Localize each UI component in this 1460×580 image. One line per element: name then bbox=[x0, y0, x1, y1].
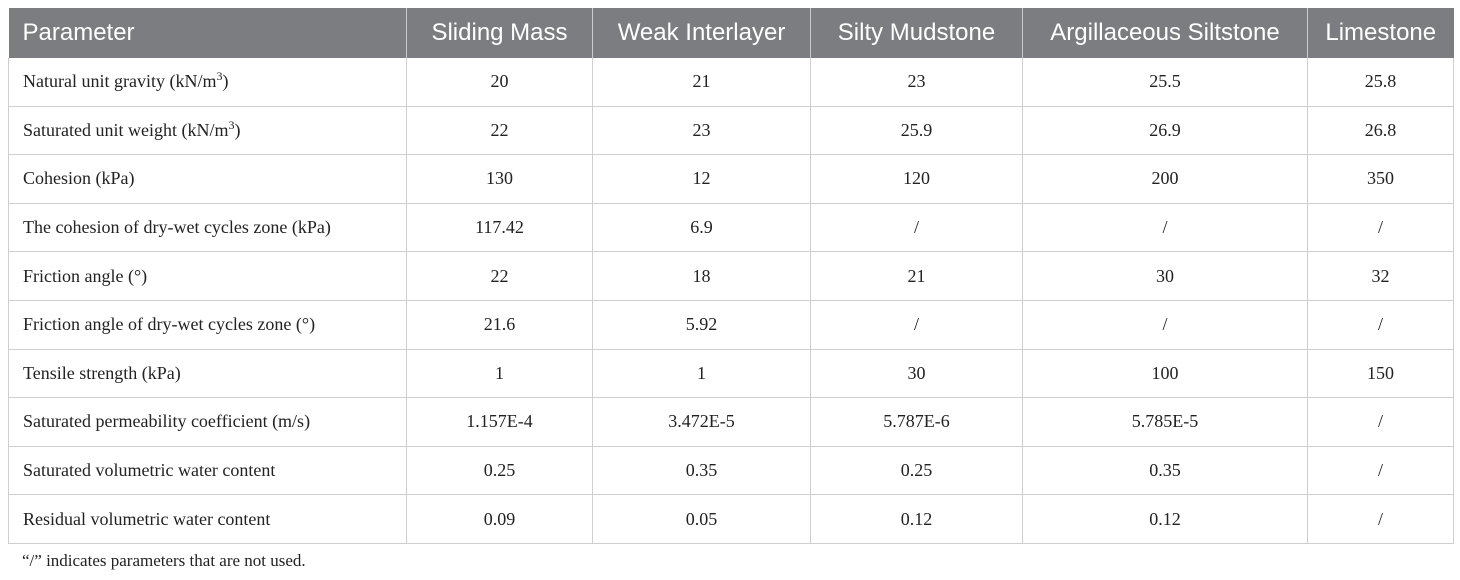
row-label-text: Tensile strength (kPa) bbox=[23, 362, 181, 383]
table-cell: 150 bbox=[1307, 349, 1454, 399]
table-row: Saturated permeability coefficient (m/s)… bbox=[8, 397, 1454, 447]
table-row: Saturated volumetric water content 0.25 0.… bbox=[8, 446, 1454, 496]
table-cell: / bbox=[1307, 494, 1454, 544]
table-cell: 6.9 bbox=[592, 203, 811, 253]
table-cell: 21.6 bbox=[406, 300, 593, 350]
table-footnote: “/” indicates parameters that are not us… bbox=[22, 551, 306, 570]
table-cell: 22 bbox=[406, 251, 593, 301]
row-label: Saturated permeability coefficient (m/s) bbox=[8, 397, 407, 447]
row-label-text: Saturated unit weight (kN/m bbox=[23, 119, 229, 140]
table-row: The cohesion of dry-wet cycles zone (kPa… bbox=[8, 203, 1454, 253]
table-cell: 0.12 bbox=[1022, 494, 1308, 544]
row-label: Saturated volumetric water content bbox=[8, 446, 407, 496]
table-cell: 5.92 bbox=[592, 300, 811, 350]
header-weak-interlayer: Weak Interlayer bbox=[592, 8, 811, 58]
table-cell: 25.5 bbox=[1022, 58, 1308, 107]
table-cell: 350 bbox=[1307, 154, 1454, 204]
row-label-text: Saturated permeability coefficient (m/s) bbox=[23, 411, 311, 432]
table-row: Residual volumetric water content 0.09 0.0… bbox=[8, 494, 1454, 544]
table-cell: 5.785E-5 bbox=[1022, 397, 1308, 447]
table-row: Friction angle (°) 22 18 21 30 32 bbox=[8, 251, 1454, 301]
table-row: Tensile strength (kPa) 1 1 30 100 150 bbox=[8, 349, 1454, 399]
table-cell: 5.787E-6 bbox=[810, 397, 1023, 447]
table-cell: 21 bbox=[592, 58, 811, 107]
table-cell: 30 bbox=[810, 349, 1023, 399]
table-cell: / bbox=[1022, 300, 1308, 350]
row-label-text: Residual volumetric water content bbox=[23, 508, 271, 529]
table-cell: 3.472E-5 bbox=[592, 397, 811, 447]
table-cell: 1 bbox=[406, 349, 593, 399]
header-silty-mudstone: Silty Mudstone bbox=[810, 8, 1023, 58]
row-label: Friction angle of dry-wet cycles zone (°… bbox=[8, 300, 407, 350]
header-row: Parameter Sliding Mass Weak Interlayer S… bbox=[8, 8, 1454, 58]
row-label-text: Cohesion (kPa) bbox=[23, 168, 135, 189]
table-cell: / bbox=[1307, 203, 1454, 253]
table-cell: 26.9 bbox=[1022, 106, 1308, 156]
table-cell: 23 bbox=[592, 106, 811, 156]
table-row: Saturated unit weight (kN/m3) 22 23 25.9 26.… bbox=[8, 106, 1454, 156]
row-label: Friction angle (°) bbox=[8, 251, 407, 301]
header-sliding-mass: Sliding Mass bbox=[406, 8, 593, 58]
table-cell: 20 bbox=[406, 58, 593, 107]
table-row: Natural unit gravity (kN/m3) 20 21 23 25.5 25… bbox=[8, 58, 1454, 107]
row-label-superscript: 3 bbox=[228, 117, 235, 132]
row-label: The cohesion of dry-wet cycles zone (kPa… bbox=[8, 203, 407, 253]
table-cell: 12 bbox=[592, 154, 811, 204]
parameter-table-container: Parameter Sliding Mass Weak Interlayer S… bbox=[8, 8, 1454, 544]
row-label-text: Natural unit gravity (kN/m bbox=[23, 71, 217, 92]
table-cell: 32 bbox=[1307, 251, 1454, 301]
header-argillaceous-siltstone: Argillaceous Siltstone bbox=[1022, 8, 1308, 58]
table-cell: / bbox=[1307, 300, 1454, 350]
row-label: Saturated unit weight (kN/m3) bbox=[8, 106, 407, 156]
header-limestone: Limestone bbox=[1307, 8, 1454, 58]
row-label-text: Friction angle of dry-wet cycles zone (°… bbox=[23, 314, 316, 335]
table-cell: 100 bbox=[1022, 349, 1308, 399]
row-label-text: Friction angle (°) bbox=[23, 265, 148, 286]
row-label-suffix: ) bbox=[222, 71, 229, 92]
table-cell: 0.05 bbox=[592, 494, 811, 544]
table-row: Friction angle of dry-wet cycles zone (°… bbox=[8, 300, 1454, 350]
row-label: Cohesion (kPa) bbox=[8, 154, 407, 204]
table-row: Cohesion (kPa) 130 12 120 200 350 bbox=[8, 154, 1454, 204]
table-cell: 1.157E-4 bbox=[406, 397, 593, 447]
table-cell: 200 bbox=[1022, 154, 1308, 204]
table-cell: 22 bbox=[406, 106, 593, 156]
table-cell: 25.8 bbox=[1307, 58, 1454, 107]
table-cell: / bbox=[1022, 203, 1308, 253]
table-body: Natural unit gravity (kN/m3) 20 21 23 25.5 25… bbox=[8, 58, 1454, 544]
table-cell: 117.42 bbox=[406, 203, 593, 253]
table-cell: / bbox=[1307, 446, 1454, 496]
row-label-text: Saturated volumetric water content bbox=[23, 460, 276, 481]
table-cell: 0.25 bbox=[406, 446, 593, 496]
table-cell: / bbox=[1307, 397, 1454, 447]
table-cell: / bbox=[810, 300, 1023, 350]
table-cell: 0.09 bbox=[406, 494, 593, 544]
header-parameter: Parameter bbox=[8, 8, 407, 58]
table-cell: / bbox=[810, 203, 1023, 253]
table-cell: 130 bbox=[406, 154, 593, 204]
table-cell: 30 bbox=[1022, 251, 1308, 301]
table-cell: 0.35 bbox=[1022, 446, 1308, 496]
table-cell: 120 bbox=[810, 154, 1023, 204]
row-label-text: The cohesion of dry-wet cycles zone (kPa… bbox=[23, 217, 331, 238]
row-label: Tensile strength (kPa) bbox=[8, 349, 407, 399]
table-cell: 25.9 bbox=[810, 106, 1023, 156]
table-cell: 26.8 bbox=[1307, 106, 1454, 156]
parameter-table: Parameter Sliding Mass Weak Interlayer S… bbox=[8, 8, 1454, 544]
table-cell: 0.35 bbox=[592, 446, 811, 496]
table-cell: 21 bbox=[810, 251, 1023, 301]
table-cell: 23 bbox=[810, 58, 1023, 107]
row-label: Residual volumetric water content bbox=[8, 494, 407, 544]
table-cell: 0.25 bbox=[810, 446, 1023, 496]
row-label: Natural unit gravity (kN/m3) bbox=[8, 58, 407, 107]
table-cell: 1 bbox=[592, 349, 811, 399]
table-cell: 18 bbox=[592, 251, 811, 301]
table-cell: 0.12 bbox=[810, 494, 1023, 544]
row-label-superscript: 3 bbox=[216, 69, 223, 84]
row-label-suffix: ) bbox=[234, 119, 241, 140]
